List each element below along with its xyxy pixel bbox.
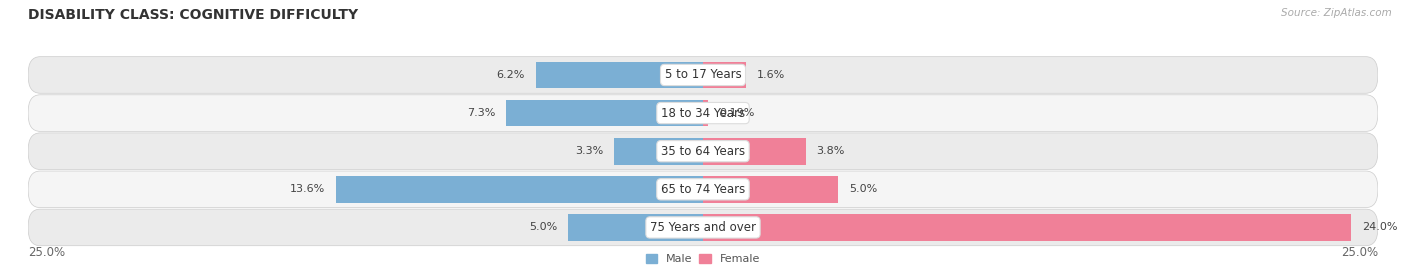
Bar <box>703 62 747 88</box>
Bar <box>536 62 703 88</box>
Text: 5.0%: 5.0% <box>529 222 557 232</box>
Text: 3.8%: 3.8% <box>817 146 845 156</box>
Bar <box>568 214 703 241</box>
Text: 3.3%: 3.3% <box>575 146 603 156</box>
Bar <box>614 138 703 164</box>
Text: 75 Years and over: 75 Years and over <box>650 221 756 234</box>
Text: 6.2%: 6.2% <box>496 70 524 80</box>
Text: 18 to 34 Years: 18 to 34 Years <box>661 107 745 120</box>
Text: 65 to 74 Years: 65 to 74 Years <box>661 183 745 196</box>
FancyBboxPatch shape <box>28 171 1378 208</box>
Legend: Male, Female: Male, Female <box>647 254 759 264</box>
Bar <box>703 138 806 164</box>
Text: DISABILITY CLASS: COGNITIVE DIFFICULTY: DISABILITY CLASS: COGNITIVE DIFFICULTY <box>28 8 359 22</box>
FancyBboxPatch shape <box>28 57 1378 93</box>
FancyBboxPatch shape <box>28 209 1378 246</box>
Text: 5 to 17 Years: 5 to 17 Years <box>665 69 741 82</box>
FancyBboxPatch shape <box>28 95 1378 131</box>
Text: 24.0%: 24.0% <box>1361 222 1398 232</box>
Bar <box>506 100 703 126</box>
Text: 7.3%: 7.3% <box>467 108 495 118</box>
Text: 25.0%: 25.0% <box>28 246 65 259</box>
Text: 0.19%: 0.19% <box>718 108 754 118</box>
Text: 35 to 64 Years: 35 to 64 Years <box>661 145 745 158</box>
Text: 25.0%: 25.0% <box>1341 246 1378 259</box>
Bar <box>336 176 703 203</box>
Text: Source: ZipAtlas.com: Source: ZipAtlas.com <box>1281 8 1392 18</box>
FancyBboxPatch shape <box>28 133 1378 170</box>
Text: 13.6%: 13.6% <box>290 184 325 194</box>
Bar <box>703 214 1351 241</box>
Bar <box>703 176 838 203</box>
Text: 5.0%: 5.0% <box>849 184 877 194</box>
Text: 1.6%: 1.6% <box>756 70 785 80</box>
Bar <box>703 100 709 126</box>
